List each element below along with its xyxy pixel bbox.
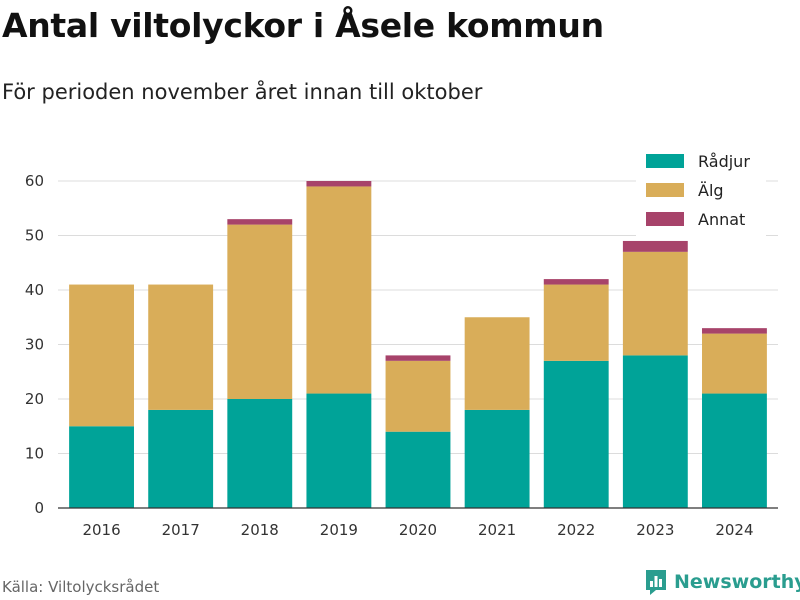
bar-stack-2016 xyxy=(69,284,134,508)
y-tick-label: 10 xyxy=(25,445,44,463)
legend-label-rådjur: Rådjur xyxy=(698,152,750,171)
bar-rådjur-2020 xyxy=(385,431,451,508)
x-tick-label: 2020 xyxy=(399,521,437,539)
bar-stack-2022 xyxy=(543,279,609,508)
legend-label-älg: Älg xyxy=(698,181,724,200)
y-tick-label: 50 xyxy=(25,227,44,245)
legend-label-annat: Annat xyxy=(698,210,745,229)
bar-annat-2024 xyxy=(702,328,767,334)
y-tick-label: 60 xyxy=(25,172,44,190)
bar-stack-2019 xyxy=(306,181,372,508)
bar-rådjur-2016 xyxy=(69,426,134,508)
y-tick-label: 30 xyxy=(25,336,44,354)
bar-annat-2018 xyxy=(227,219,293,225)
bar-stack-2021 xyxy=(464,317,530,508)
source-note: Källa: Viltolycksrådet xyxy=(2,578,160,596)
x-tick-label: 2024 xyxy=(715,521,753,539)
legend-swatch-rådjur xyxy=(646,154,684,168)
y-axis: 0 10 20 30 40 50 60 xyxy=(25,172,44,517)
bar-stack-2017 xyxy=(148,284,214,508)
bar-rådjur-2021 xyxy=(464,409,530,508)
x-tick-label: 2021 xyxy=(478,521,516,539)
bar-annat-2019 xyxy=(306,181,372,187)
bar-annat-2023 xyxy=(622,240,688,252)
bar-annat-2022 xyxy=(543,279,609,285)
bar-rådjur-2019 xyxy=(306,393,372,508)
bar-stack-2020 xyxy=(385,355,451,508)
x-tick-label: 2019 xyxy=(320,521,358,539)
bar-älg-2022 xyxy=(543,284,609,361)
chart-title: Antal viltolyckor i Åsele kommun xyxy=(2,6,604,45)
bar-annat-2020 xyxy=(385,355,451,361)
bar-stack-2024 xyxy=(702,328,767,508)
bar-älg-2021 xyxy=(464,317,530,410)
bar-älg-2016 xyxy=(69,284,134,427)
bar-stack-2023 xyxy=(622,240,688,508)
bar-rådjur-2023 xyxy=(622,355,688,508)
chart-subtitle: För perioden november året innan till ok… xyxy=(2,80,483,104)
bar-älg-2019 xyxy=(306,186,372,394)
y-tick-label: 20 xyxy=(25,390,44,408)
bar-rådjur-2024 xyxy=(702,393,767,508)
bar-älg-2024 xyxy=(702,333,767,394)
x-tick-label: 2023 xyxy=(636,521,674,539)
bar-älg-2023 xyxy=(622,251,688,356)
bar-älg-2020 xyxy=(385,360,451,432)
bar-stack-2018 xyxy=(227,219,293,508)
bar-chart-logo-icon xyxy=(646,570,666,595)
bar-älg-2017 xyxy=(148,284,214,410)
x-tick-label: 2018 xyxy=(241,521,279,539)
x-tick-label: 2016 xyxy=(82,521,120,539)
y-tick-label: 0 xyxy=(34,499,44,517)
bar-älg-2018 xyxy=(227,224,293,399)
brand-logo[interactable]: Newsworthy xyxy=(644,568,800,596)
bar-stacks xyxy=(69,181,767,508)
legend-swatch-annat xyxy=(646,212,684,226)
legend: Rådjur Älg Annat xyxy=(636,148,766,240)
legend-swatch-älg xyxy=(646,183,684,197)
bar-rådjur-2022 xyxy=(543,360,609,508)
bar-rådjur-2017 xyxy=(148,409,214,508)
x-tick-label: 2022 xyxy=(557,521,595,539)
bar-rådjur-2018 xyxy=(227,399,293,508)
x-tick-label: 2017 xyxy=(162,521,200,539)
y-tick-label: 40 xyxy=(25,281,44,299)
x-axis: 2016 2017 2018 2019 2020 2021 2022 2023 2024 xyxy=(58,507,778,539)
brand-name: Newsworthy xyxy=(674,571,800,593)
